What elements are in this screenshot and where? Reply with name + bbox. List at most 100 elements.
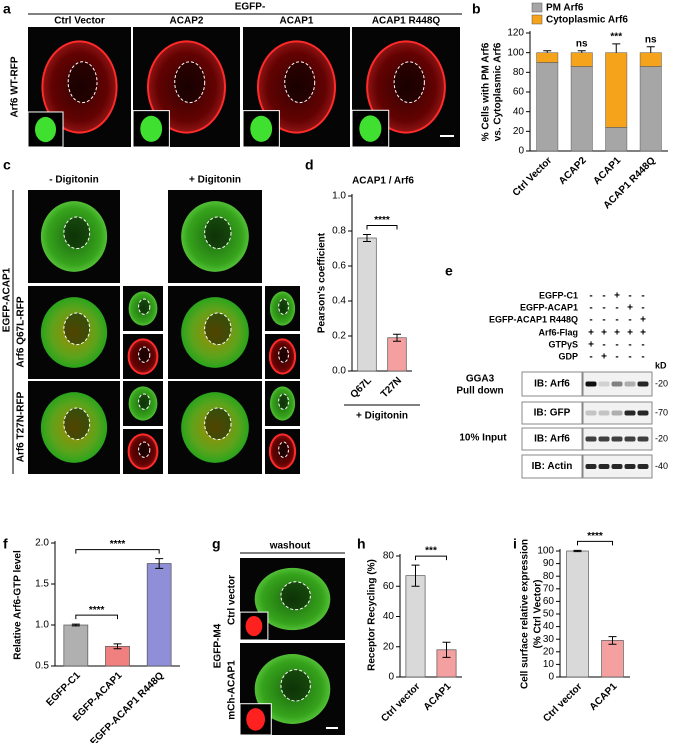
- band: [585, 436, 597, 442]
- y-tick-label: 60: [383, 581, 395, 592]
- cell-membrane: [268, 338, 297, 375]
- band: [585, 381, 597, 387]
- error-bar: [573, 551, 582, 553]
- bar-segment: [536, 62, 559, 152]
- y-axis-label: Relative Arf6-GTP level: [13, 550, 24, 660]
- column-label: ACAP1 R448Q: [372, 16, 441, 27]
- blot-label: IB: Actin: [532, 461, 573, 472]
- nucleus-outline: [204, 312, 232, 346]
- y-axis-label: vs. Cytoplasmic Arf6: [493, 42, 504, 141]
- lane-sign: -: [602, 303, 605, 314]
- row-label: mCh-ACAP1: [227, 660, 238, 720]
- panel-letter: c: [3, 157, 11, 173]
- panel-letter: b: [472, 1, 481, 17]
- lane-sign: -: [628, 291, 631, 302]
- size-marker: -40: [655, 461, 668, 471]
- group-label: GGA3: [466, 374, 495, 385]
- nucleus-outline: [138, 441, 151, 458]
- nucleus-outline: [280, 581, 311, 611]
- error-bar: [577, 50, 586, 53]
- lane-sign: -: [641, 352, 644, 363]
- significance-bracket: [75, 549, 160, 554]
- y-tick-label: 120: [507, 28, 524, 39]
- y-tick-label: 0.2: [332, 331, 346, 342]
- significance: ****: [587, 531, 603, 542]
- inset-cell: [140, 115, 163, 142]
- y-tick-label: 0.5: [35, 661, 49, 672]
- panel-letter: a: [3, 1, 11, 17]
- band: [598, 464, 610, 469]
- blot-label-box: [521, 371, 583, 397]
- cell-membrane: [256, 40, 337, 134]
- bar: [357, 237, 377, 372]
- lane-sign: +: [640, 315, 646, 326]
- column-label: Ctrl Vector: [54, 16, 105, 27]
- y-tick-label: 70: [543, 583, 555, 594]
- band: [611, 410, 623, 416]
- band: [624, 410, 636, 416]
- column-label: ACAP2: [170, 16, 204, 27]
- lane-sign: +: [614, 328, 620, 339]
- band: [637, 381, 649, 387]
- lane-sign: +: [614, 291, 620, 302]
- cell-membrane: [146, 40, 227, 134]
- y-tick-label: 80: [513, 67, 525, 78]
- x-tick-label: ACAP1: [591, 155, 623, 187]
- nucleus-outline: [278, 346, 289, 363]
- header: EGFP-: [235, 2, 266, 13]
- y-tick-label: 0: [518, 146, 524, 157]
- bar-segment: [536, 52, 559, 63]
- band: [637, 436, 649, 442]
- y-axis-label: Receptor Recycling (%): [367, 559, 378, 671]
- lane-sign: -: [615, 315, 618, 326]
- y-tick-label: 100: [537, 546, 554, 557]
- lane-sign: +: [601, 328, 607, 339]
- significance-bracket: [366, 225, 398, 230]
- panel-letter: g: [212, 536, 221, 552]
- bar: [387, 337, 407, 372]
- panel-letter: i: [513, 536, 517, 552]
- nucleus-outline: [204, 407, 232, 441]
- y-tick-label: 40: [543, 621, 555, 632]
- inset-cell: [250, 115, 273, 142]
- significance: ***: [610, 31, 622, 42]
- blot-label-box: [521, 427, 583, 451]
- y-tick-label: 1.0: [332, 191, 346, 202]
- blot-label: IB: Arf6: [534, 379, 570, 390]
- error-bar: [573, 549, 582, 551]
- y-tick-label: 0: [548, 672, 554, 683]
- error-bar: [442, 641, 451, 650]
- significance: ns: [576, 38, 588, 49]
- bar: [601, 640, 624, 678]
- lane-sign: -: [628, 315, 631, 326]
- nucleus-outline: [284, 61, 316, 104]
- error-bar: [363, 234, 371, 238]
- bar-segment: [639, 66, 662, 152]
- error-bar: [71, 623, 80, 625]
- nucleus-outline: [278, 298, 289, 315]
- row-label: Arf6 WT-RFP: [10, 56, 21, 117]
- band: [598, 436, 610, 442]
- y-tick-label: 20: [383, 641, 395, 652]
- blot: [582, 401, 653, 425]
- lane-sign: -: [589, 291, 592, 302]
- y-axis-label: % Cells with PM Arf6: [481, 42, 492, 141]
- y-tick-label: 0.0: [332, 366, 346, 377]
- legend-swatch: [531, 14, 543, 25]
- y-axis-label: Cell surface relative expression: [520, 539, 531, 689]
- error-bar: [543, 50, 552, 53]
- error-bar: [411, 564, 420, 576]
- legend-label: Cytoplasmic Arf6: [546, 15, 628, 26]
- condition-label: Arf6-Flag: [538, 327, 578, 337]
- size-marker: -20: [655, 378, 668, 388]
- y-axis-label: Pearson's coefficient: [317, 232, 328, 333]
- error-bar: [363, 238, 371, 242]
- error-bar: [155, 558, 164, 564]
- error-bar: [608, 636, 617, 641]
- column-label: ACAP1: [280, 16, 314, 27]
- error-bar: [608, 640, 617, 645]
- y-tick-label: 60: [543, 596, 555, 607]
- y-tick-label: 0.6: [332, 261, 346, 272]
- error-bar: [411, 575, 420, 587]
- nucleus-outline: [63, 216, 91, 250]
